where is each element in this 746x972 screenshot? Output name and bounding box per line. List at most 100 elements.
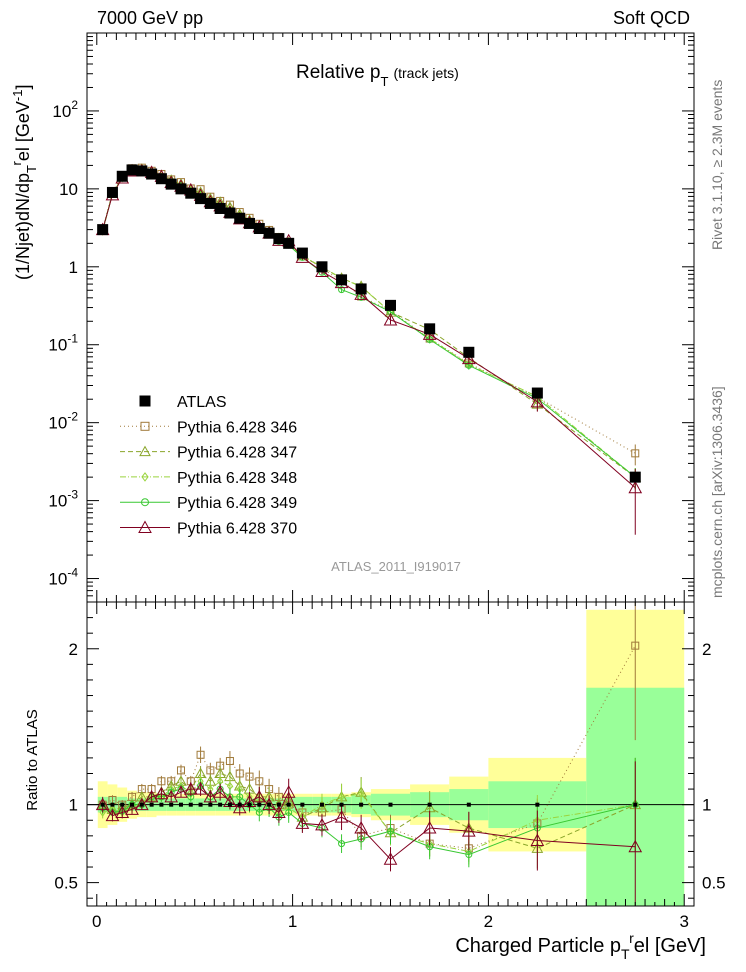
atlas-data-point	[185, 187, 197, 199]
ratio-point-s370	[281, 785, 296, 798]
ratio-point-s370	[262, 797, 276, 811]
atlas-data-point	[214, 202, 226, 214]
ratio-point-s348	[99, 808, 106, 817]
series-line-s346	[102, 167, 636, 454]
y-tick-label-exponent: -1	[67, 332, 78, 346]
y-tick-label-exponent: -3	[67, 488, 78, 502]
ratio-data-point	[286, 802, 291, 807]
atlas-data-point	[126, 164, 138, 176]
ratio-data-point	[257, 802, 262, 807]
y-tick-label-exponent: 2	[71, 98, 78, 112]
ratio-y-tick-label-right: 1	[702, 796, 711, 815]
plot-title: Relative pT (track jets)	[296, 62, 459, 89]
ratio-point-s370	[422, 821, 437, 834]
series-point-s370	[461, 351, 476, 365]
x-tick-label: 3	[679, 912, 688, 931]
ratio-point-s349	[285, 808, 293, 816]
ratio-y-tick-label-right: 2	[702, 640, 711, 659]
ratio-point-s348	[358, 789, 365, 799]
plot-title-sub: T	[381, 74, 389, 89]
side-label-top: Rivet 3.1.10, ≥ 2.3M events	[709, 80, 725, 250]
side-label-bottom: mcplots.cern.ch [arXiv:1306.3436]	[709, 386, 725, 598]
ratio-point-s370	[154, 786, 169, 800]
ratio-point-s370	[232, 800, 247, 814]
ratio-data-point	[267, 802, 272, 807]
ratio-point-s370	[530, 833, 545, 847]
ratio-point-s370	[203, 789, 218, 803]
x-axis-label: Charged Particle pTrel [GeV]	[455, 930, 706, 962]
ratio-point-s346	[157, 777, 166, 786]
atlas-data-point	[97, 224, 109, 236]
y-tick-label-base: 10	[48, 336, 67, 355]
legend: ATLAS Pythia 6.428 346 Pythia 6.428 347 Pyt…	[120, 394, 297, 538]
y-axis-label: (1/Njet)dN/dpTrel [GeV-1]	[9, 85, 39, 280]
ratio-point-s346	[225, 757, 234, 766]
ratio-data-point	[198, 802, 203, 807]
legend-marker-s370	[138, 520, 152, 533]
legend-label: Pythia 6.428 370	[177, 521, 297, 538]
legend-marker-s348	[141, 472, 149, 482]
atlas-data-point	[273, 233, 285, 245]
legend-label: Pythia 6.428 348	[177, 470, 297, 487]
legend-label: Pythia 6.428 347	[177, 445, 297, 462]
ratio-point-s370	[334, 810, 349, 823]
atlas-data-point	[136, 165, 148, 177]
ratio-data-point	[319, 802, 324, 807]
ratio-point-s370	[183, 782, 198, 795]
ratio-point-s370	[354, 821, 368, 834]
atlas-data-point	[155, 173, 167, 185]
atlas-data-point	[244, 217, 256, 229]
ratio-point-s370	[144, 789, 159, 803]
atlas-data-point	[195, 193, 207, 205]
ratio-data-point	[276, 802, 281, 807]
ratio-point-s370	[295, 816, 310, 829]
ratio-point-s349	[255, 808, 263, 816]
x-tick-label: 0	[92, 912, 101, 931]
ratio-data-point	[633, 802, 638, 807]
ratio-point-s346	[206, 766, 215, 775]
atlas-data-point	[355, 283, 367, 295]
y-tick-label: 1	[69, 258, 78, 277]
series-point-s349	[338, 286, 346, 294]
ratio-y-tick-label: 1	[69, 796, 78, 815]
ratio-data-point	[208, 802, 213, 807]
atlas-data-point	[336, 274, 348, 286]
y-tick-label: 10	[59, 180, 78, 199]
ratio-data-point	[339, 802, 344, 807]
ratio-point-s370	[105, 808, 120, 822]
ratio-point-s370	[628, 839, 643, 853]
ratio-data-point	[427, 802, 432, 807]
y-tick-label: 102	[52, 98, 78, 121]
plot-title-main: Relative p	[296, 62, 381, 83]
ratio-point-s370	[383, 852, 398, 865]
ratio-point-s370	[134, 797, 149, 811]
atlas-data-point	[106, 186, 118, 198]
ratio-point-s370	[174, 785, 188, 798]
ratio-point-s346	[176, 766, 185, 775]
ratio-point-s349	[465, 851, 473, 859]
x-tick-label: 2	[484, 912, 493, 931]
atlas-data-point	[146, 168, 158, 180]
ratio-point-s370	[95, 797, 110, 811]
ratio-point-s370	[115, 805, 130, 818]
y-tick-label: 10-2	[48, 410, 78, 433]
ratio-data-point	[130, 802, 135, 807]
ratio-data-point	[218, 802, 223, 807]
series-line-s370	[102, 170, 636, 489]
ratio-point-s346	[631, 641, 640, 650]
plot-title-suffix: (track jets)	[393, 65, 458, 81]
ratio-point-s370	[461, 824, 476, 837]
ratio-data-point	[178, 802, 183, 807]
ratio-data-point	[149, 802, 154, 807]
y-tick-label-base: 10	[48, 492, 67, 511]
ratio-point-s370	[315, 817, 329, 831]
series-point-s370	[628, 480, 643, 494]
ratio-data-point	[300, 802, 305, 807]
y-tick-label-base: 10	[48, 414, 67, 433]
legend-label: ATLAS	[177, 394, 227, 411]
ratio-point-s349	[236, 793, 244, 801]
analysis-label: ATLAS_2011_I919017	[331, 559, 461, 574]
ratio-data-point	[388, 802, 393, 807]
atlas-data-point	[116, 170, 128, 182]
